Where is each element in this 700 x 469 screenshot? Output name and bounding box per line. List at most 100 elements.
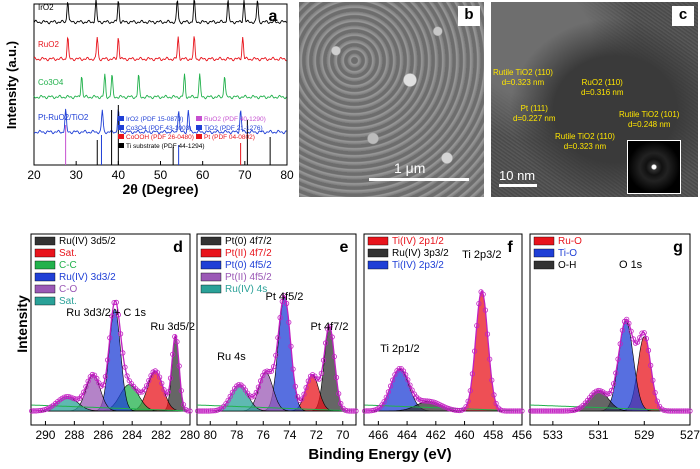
scalebar-b-label: 1 μm	[394, 160, 426, 176]
xps-data-point	[96, 380, 102, 386]
xps-data-point	[387, 383, 394, 389]
xrd-series-2	[33, 73, 287, 100]
xps-legend-swatch	[367, 260, 389, 270]
xps-data-point	[83, 384, 89, 390]
xps-peak-label: Ti 2p3/2	[462, 249, 501, 261]
xrd-legend-label: RuO2 (PDF 40-1290)	[204, 116, 266, 123]
xrd-xtick-label: 30	[69, 168, 83, 182]
xps-data-point	[227, 393, 233, 399]
xrd-xtick-label: 40	[112, 168, 126, 182]
tem-annotation-1: Rutile TiO2 (110) d=0.323 nm	[493, 68, 553, 88]
xps-legend-swatch	[200, 260, 222, 270]
xps-data-point	[630, 336, 636, 342]
tem-annotation-2-name: RuO2 (110)	[581, 78, 623, 87]
xps-data-point	[229, 389, 235, 395]
xps-legend-swatch	[367, 236, 389, 246]
xps-legend-swatch	[533, 260, 555, 270]
xrd-legend-swatch	[196, 116, 202, 121]
tem-annotation-2-spacing: d=0.316 nm	[581, 88, 624, 97]
tem-annotation-5-name: Rutile TiO2 (110)	[555, 132, 615, 141]
xps-data-point	[385, 389, 391, 395]
xps-legend-label: Ru(IV) 3d3/2	[59, 272, 116, 283]
xps-legend-label: Ti-O	[558, 248, 577, 259]
panel-label-a-bg	[262, 5, 284, 25]
xps-legend-swatch	[200, 236, 222, 246]
xrd-legend-label: Co3O4 (PDF 43-1003)	[126, 125, 191, 132]
xps-legend-label: C-C	[59, 260, 77, 271]
xps-xtick-label: 70	[336, 428, 350, 442]
xps-data-point	[394, 368, 400, 374]
xps-peak-label: Pt 4f5/2	[265, 291, 303, 303]
xrd-legend-label: Pt (PDF 04-0802)	[204, 134, 255, 141]
xps-data-point	[654, 398, 660, 404]
xps-data-point	[260, 372, 266, 379]
xrd-xtick-label: 60	[196, 168, 210, 182]
xps-xtick-label: 76	[257, 428, 271, 442]
xps-legend-g: Ru-OTi-OO-H	[533, 236, 582, 271]
tem-annotation-3-name: Pt (111)	[520, 104, 548, 113]
tem-annotation-1-name: Rutile TiO2 (110)	[493, 68, 553, 77]
xps-data-point	[495, 405, 501, 411]
panel-label-a-text: a	[269, 8, 278, 25]
xps-legend-label: C-O	[59, 284, 78, 295]
xps-legend-swatch	[533, 236, 555, 246]
tem-annotation-4-spacing: d=0.248 nm	[627, 120, 671, 129]
xps-legend-swatch	[34, 272, 56, 282]
xps-legend-f: Ti(IV) 2p1/2Ru(IV) 3p3/2Ti(IV) 2p3/2	[367, 236, 449, 271]
xps-peak-label: Ru 4s	[217, 351, 246, 363]
panel-label-b: b	[458, 6, 480, 26]
xps-data-point	[255, 384, 261, 390]
xrd-xlabel: 2θ (Degree)	[122, 181, 198, 197]
xps-data-point	[632, 340, 639, 346]
xps-legend-swatch	[200, 284, 222, 294]
xps-data-point	[409, 387, 415, 393]
xps-legend-label: Pt(0) 4f5/2	[225, 260, 272, 271]
xps-xtick-label: 466	[368, 428, 388, 442]
xrd-legend-swatch	[118, 134, 124, 139]
xps-frame-f	[363, 233, 523, 426]
xps-component-g	[530, 336, 690, 412]
xrd-series-3	[34, 108, 287, 135]
xps-xtick-label: 284	[122, 428, 142, 442]
xps-xtick-label: 72	[310, 428, 324, 442]
xps-xtick-label: 456	[512, 428, 532, 442]
panel-label-d: d	[173, 239, 183, 256]
xps-peak-label: Ru 3d5/2	[150, 321, 195, 333]
xps-xtick-label: 464	[397, 428, 417, 442]
xrd-legend-label: Ti substrate (PDF 44-1294)	[126, 143, 205, 150]
xps-data-point	[305, 378, 311, 384]
xps-legend-swatch	[200, 248, 222, 258]
xrd-xtick-label: 50	[154, 168, 168, 182]
panel-label-c: c	[672, 6, 694, 26]
xrd-legend-label: CoOOH (PDF 26-0480)	[126, 134, 194, 141]
xrd-series-1	[33, 36, 287, 62]
xps-xtick-label: 282	[151, 428, 171, 442]
xps-peak-label: Ru 3d3/2 + C 1s	[66, 307, 146, 319]
panel-label-f-text: f	[507, 239, 513, 256]
xps-data-point	[340, 405, 346, 411]
xps-xtick-label: 462	[426, 428, 446, 442]
xrd-series-label: RuO2	[38, 40, 59, 49]
panel-label-d-text: d	[173, 239, 183, 256]
xps-xtick-label: 74	[283, 428, 297, 442]
xps-data-point	[403, 372, 409, 378]
xrd-series-label: Pt-RuO2/TiO2	[38, 113, 89, 122]
xps-data-point	[161, 387, 167, 393]
xps-xtick-label: 527	[680, 428, 700, 442]
xps-data-point	[163, 391, 169, 397]
xps-data-point	[146, 377, 152, 384]
xps-data-point	[232, 385, 238, 392]
xps-xtick-label: 529	[634, 428, 654, 442]
xrd-series-0	[33, 0, 287, 25]
scalebar-c	[499, 184, 537, 187]
xps-xtick-label: 460	[455, 428, 475, 442]
panel-label-a: a	[262, 5, 284, 25]
tem-annotation-3-spacing: d=0.227 nm	[513, 114, 556, 123]
xps-data-point	[637, 334, 643, 341]
xrd-series-label: Co3O4	[38, 78, 64, 87]
xps-legend-swatch	[533, 248, 555, 258]
scalebar-b	[369, 178, 469, 181]
xps-data-point	[392, 372, 398, 378]
